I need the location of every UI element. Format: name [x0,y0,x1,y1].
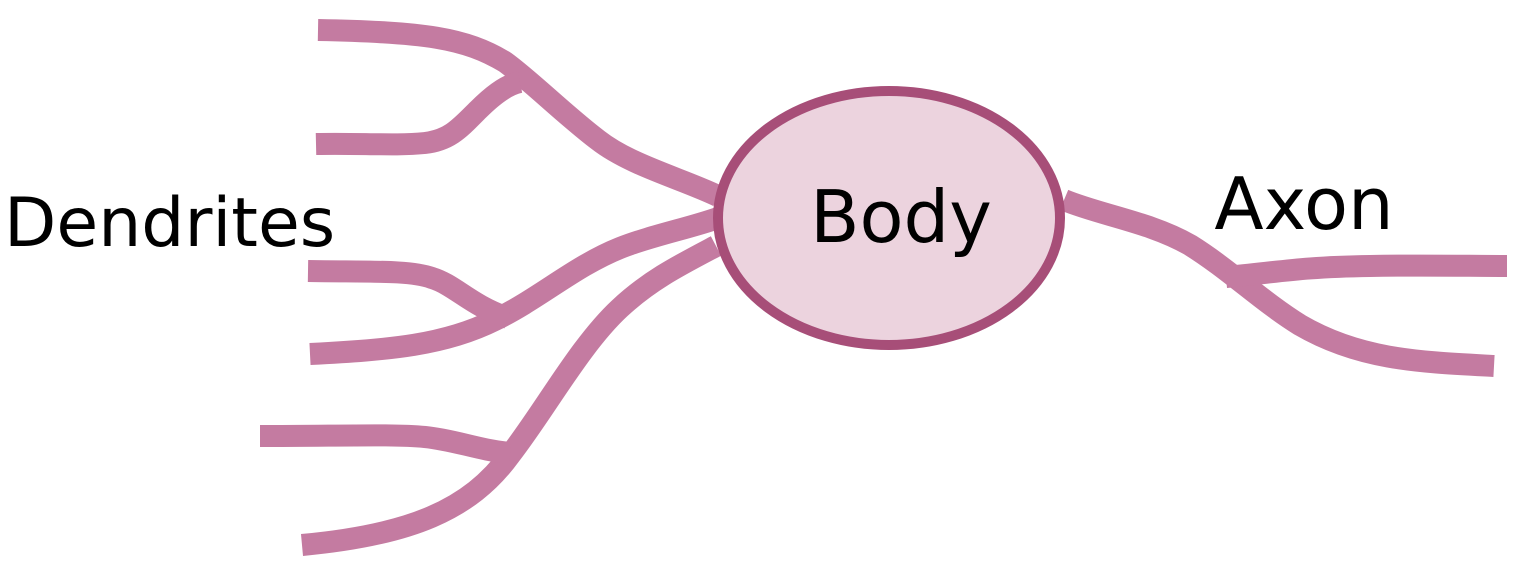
dendrite-upper-sub-branch [315,71,523,156]
dendrites-group [259,19,723,556]
cell-body: Body [713,86,1065,350]
dendrite-upper-trunk [317,19,723,206]
dendrite-lower-sub-branch [259,424,512,464]
dendrite-middle-sub-branch [307,260,512,329]
dendrite-lower-trunk [300,236,722,556]
dendrites-label: Dendrites [4,184,335,263]
axon-group [1059,189,1508,377]
axon-trunk [1059,189,1495,377]
axon-upper-terminal [1224,254,1508,288]
cell-body-shape [713,86,1065,350]
dendrite-middle-trunk [309,207,722,365]
axon-label: Axon [1214,162,1393,246]
body-label: Body [810,175,992,259]
